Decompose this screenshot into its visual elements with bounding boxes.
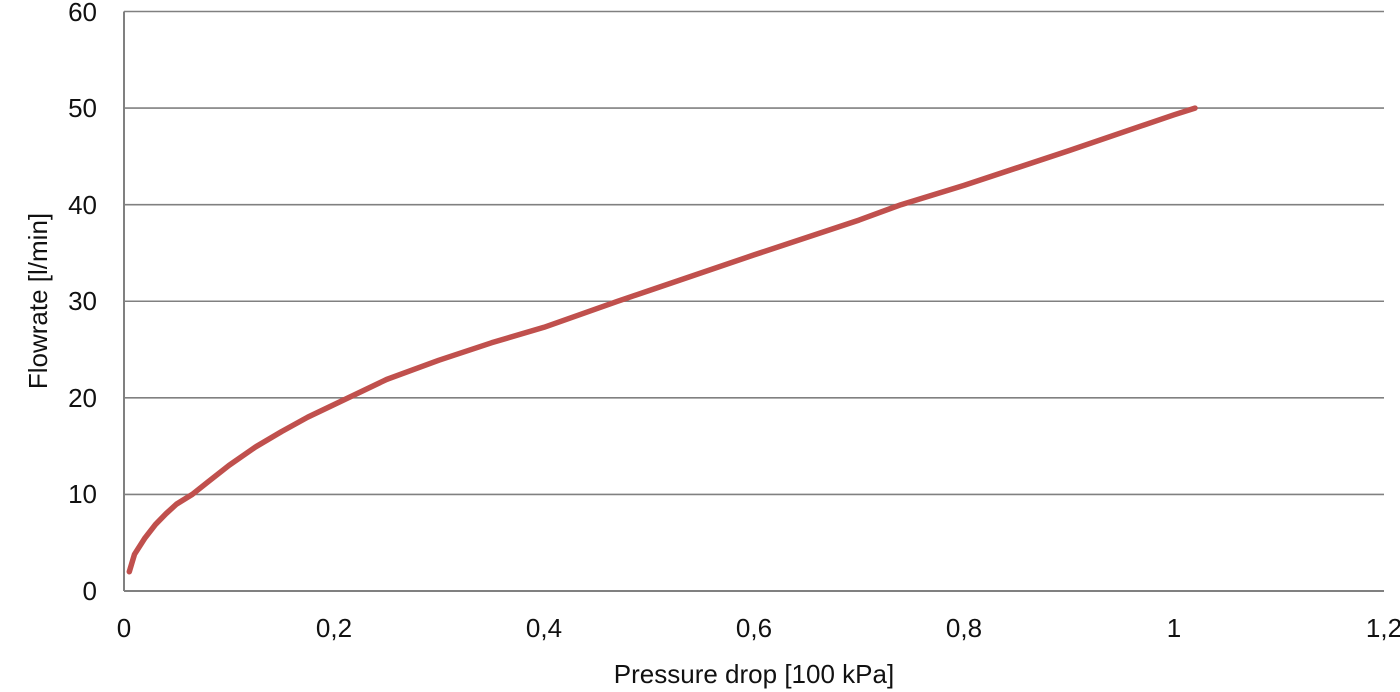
x-tick-label: 0: [116, 613, 132, 643]
x-tick-label: 0,4: [525, 613, 563, 643]
x-tick-label: 0,8: [945, 613, 983, 643]
flow-curve-line: [126, 105, 1198, 575]
y-axis-title: Flowrate [l/min]: [23, 212, 53, 390]
y-tick-label: 40: [68, 190, 97, 220]
y-tick-label: 50: [68, 93, 97, 123]
x-tick-label: 1: [1166, 613, 1182, 643]
y-tick-label: 0: [82, 576, 97, 606]
x-tick-label: 1,2: [1365, 613, 1400, 643]
x-tick-label: 0,2: [315, 613, 353, 643]
y-tick-label: 30: [68, 286, 97, 316]
x-tick-label: 0,6: [735, 613, 773, 643]
y-tick-label: 20: [68, 383, 97, 413]
x-axis-title: Pressure drop [100 kPa]: [613, 659, 895, 689]
y-tick-label: 10: [68, 479, 97, 509]
y-tick-label: 60: [68, 0, 97, 27]
